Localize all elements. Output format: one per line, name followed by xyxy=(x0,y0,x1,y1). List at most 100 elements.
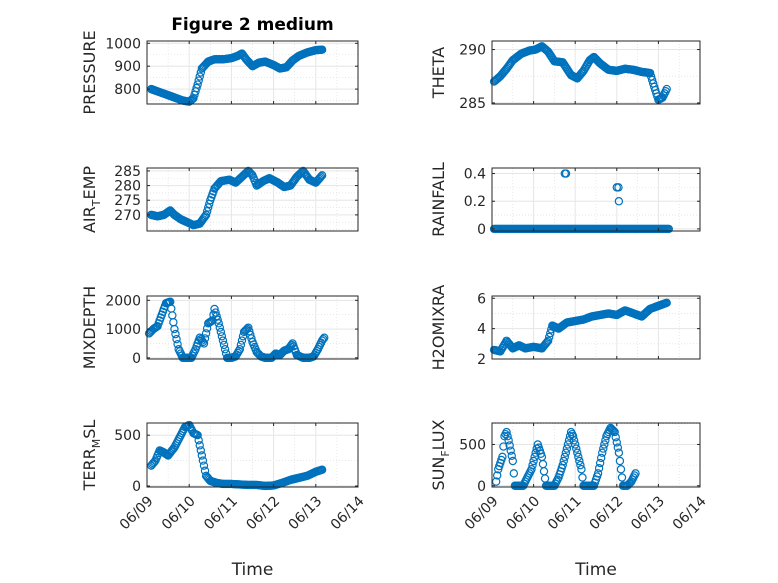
data-point xyxy=(610,427,619,437)
x-tick-label: 06/09 xyxy=(462,493,502,533)
data-point xyxy=(199,461,209,470)
x-tick-label: 06/09 xyxy=(117,493,157,533)
data-point xyxy=(194,76,203,85)
data-point xyxy=(193,430,202,440)
data-point xyxy=(202,207,212,216)
data-point xyxy=(569,436,579,445)
subplot-h2omixra: 2 4 6 H2OMIXRA xyxy=(429,285,701,371)
axes-box xyxy=(491,167,701,232)
data-point xyxy=(594,464,604,473)
data-point xyxy=(617,473,627,482)
data-point xyxy=(576,460,585,470)
y-tick-label: 0 xyxy=(477,222,486,238)
data-point xyxy=(203,203,213,212)
data-point xyxy=(506,446,515,455)
axes-box xyxy=(491,422,701,488)
x-tick-label: 06/14 xyxy=(328,493,368,533)
data-point xyxy=(613,443,623,452)
y-tick-label: 1000 xyxy=(105,36,141,52)
data-point xyxy=(664,224,674,234)
data-point xyxy=(201,329,211,338)
data-point xyxy=(560,452,570,462)
data-point xyxy=(543,336,553,345)
data-point xyxy=(504,436,513,445)
data-point xyxy=(545,332,554,342)
data-point xyxy=(317,465,327,474)
x-tick-label: 06/10 xyxy=(503,493,543,533)
data-point xyxy=(559,456,568,466)
data-point xyxy=(611,433,620,442)
y-axis-label: TERRMSL xyxy=(80,420,103,492)
data-point xyxy=(616,465,626,474)
x-tick-label: 06/12 xyxy=(587,493,627,533)
axes-box xyxy=(146,295,359,360)
data-point xyxy=(172,334,181,344)
subplot-pressure: 800 900 1000 PRESSURE Figure 2 medium xyxy=(80,15,359,115)
axes-box xyxy=(146,422,359,488)
data-point xyxy=(561,169,571,178)
axes-background xyxy=(147,423,358,487)
data-point xyxy=(193,80,202,89)
y-tick-label: 800 xyxy=(114,82,141,98)
data-point xyxy=(161,449,171,459)
data-point xyxy=(320,333,329,342)
data-point xyxy=(508,456,517,466)
data-point xyxy=(542,337,552,347)
data-point xyxy=(200,334,210,343)
data-point xyxy=(170,324,179,334)
x-tick-label: 06/13 xyxy=(286,493,326,533)
data-point xyxy=(192,83,201,93)
x-tick-label: 06/11 xyxy=(201,493,241,533)
data-point xyxy=(315,173,325,182)
x-tick-label: 06/11 xyxy=(545,493,585,533)
data-point xyxy=(571,440,580,449)
data-point xyxy=(196,446,206,455)
data-point xyxy=(491,477,501,486)
data-point xyxy=(558,460,567,470)
data-point xyxy=(608,425,617,435)
data-point xyxy=(529,456,538,466)
axes-background xyxy=(492,168,700,231)
chart-title: Figure 2 medium xyxy=(171,15,333,35)
data-point xyxy=(503,432,512,441)
x-tick-label: 06/13 xyxy=(628,493,668,533)
data-point xyxy=(612,438,622,447)
data-point xyxy=(171,329,180,339)
data-point xyxy=(318,334,328,344)
y-tick-label: 4 xyxy=(477,322,486,338)
y-axis-label: RAINFALL xyxy=(429,162,448,237)
data-point xyxy=(546,328,555,338)
data-point xyxy=(507,451,516,461)
x-tick-label: 06/12 xyxy=(243,493,283,533)
data-point xyxy=(195,441,204,450)
x-axis-label: Time xyxy=(231,560,274,580)
data-point xyxy=(236,340,246,350)
subplot-terr-msl: 0 500 06/09 06/10 06/11 06/12 06/13 06/14 TERRMS… xyxy=(80,420,368,580)
y-tick-label: 2000 xyxy=(105,293,141,309)
data-point xyxy=(561,448,571,457)
data-point xyxy=(527,465,536,474)
y-axis-label: MIXDEPTH xyxy=(80,286,99,369)
y-tick-label: 6 xyxy=(477,291,486,307)
data-point xyxy=(201,210,211,220)
y-tick-label: 270 xyxy=(114,208,141,224)
y-tick-label: 900 xyxy=(114,59,141,75)
y-axis-label: THETA xyxy=(429,47,448,99)
data-point xyxy=(296,168,306,178)
data-point xyxy=(599,444,608,453)
y-axis-label: H2OMIXRA xyxy=(429,285,448,371)
subplot-rainfall: 0 0.2 0.4 RAINFALL xyxy=(429,162,701,238)
data-point xyxy=(235,345,245,354)
data-point xyxy=(593,469,603,478)
y-tick-label: 500 xyxy=(459,437,486,453)
y-tick-label: 0 xyxy=(132,351,141,367)
data-point xyxy=(578,473,587,482)
data-point xyxy=(195,72,204,81)
data-point xyxy=(600,440,609,449)
y-axis-label: AIRTEMP xyxy=(80,166,103,233)
data-point xyxy=(562,444,572,453)
data-point xyxy=(220,345,230,354)
y-tick-label: 0.4 xyxy=(464,167,486,183)
data-point xyxy=(614,197,624,206)
